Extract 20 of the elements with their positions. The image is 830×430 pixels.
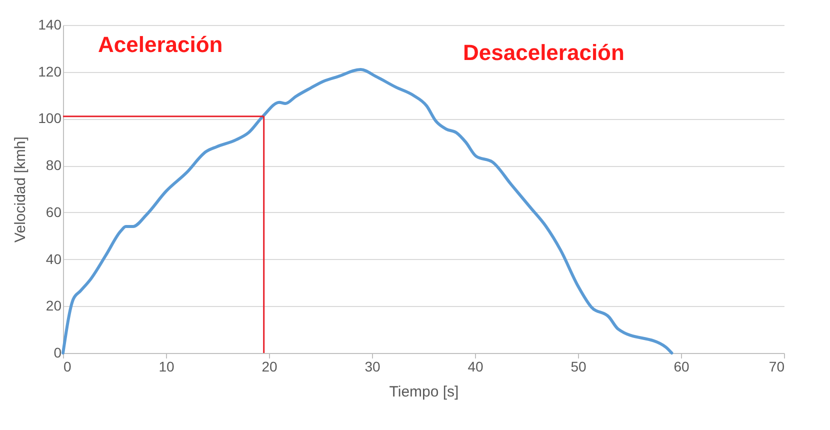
x-tick-label: 10 <box>158 358 174 374</box>
x-tick-label: 20 <box>262 358 278 374</box>
y-tick-label: 60 <box>46 204 62 220</box>
y-tick-label: 120 <box>38 63 62 80</box>
y-tick-label: 0 <box>54 344 62 360</box>
y-tick-label: 20 <box>46 298 62 314</box>
x-tick-label: 40 <box>468 358 484 374</box>
x-axis-title: Tiempo [s] <box>389 384 459 400</box>
annotation: Aceleración <box>98 32 223 57</box>
y-axis-title: Velocidad [kmh] <box>12 136 30 242</box>
y-tick-label: 40 <box>46 250 62 267</box>
line-series <box>62 68 674 354</box>
y-tick-label: 100 <box>38 110 62 126</box>
annotation: Desaceleración <box>463 40 624 65</box>
x-tick-label: 50 <box>570 358 586 374</box>
y-tick-label: 80 <box>46 157 62 174</box>
x-tick-label: 60 <box>674 358 690 374</box>
y-tick-label: 140 <box>38 16 62 32</box>
x-tick-label: 70 <box>768 358 785 374</box>
x-tick-label: 30 <box>364 358 380 374</box>
